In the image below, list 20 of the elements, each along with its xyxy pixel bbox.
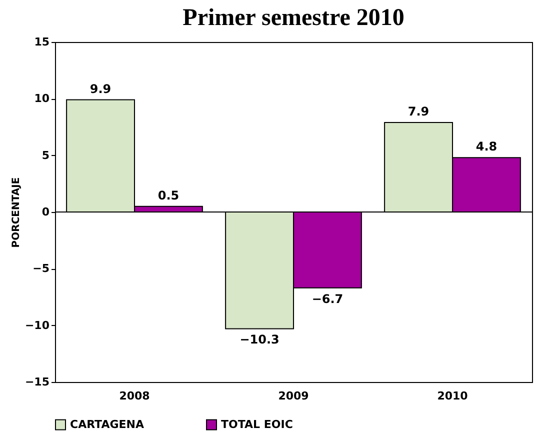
y-tick-label: 0	[42, 206, 50, 218]
data-label: 4.8	[476, 140, 498, 154]
data-label: 7.9	[408, 104, 430, 118]
x-tick-label: 2008	[119, 390, 150, 402]
data-label: 0.5	[158, 188, 180, 202]
y-tick-label: 5	[42, 148, 50, 162]
data-label: −10.3	[240, 332, 280, 347]
x-tick-label: 2010	[437, 390, 468, 402]
legend-label: TOTAL EOIC	[221, 418, 293, 431]
data-label: 9.9	[90, 82, 112, 96]
y-tick-label: 15	[34, 36, 50, 48]
y-tick-label: −5	[32, 262, 50, 276]
y-tick-label: 10	[34, 92, 50, 106]
data-label: −6.7	[312, 292, 344, 306]
y-axis-title: PORCENTAJE	[10, 177, 22, 248]
y-tick-label: −15	[24, 376, 50, 388]
y-tick-label: −10	[24, 318, 50, 332]
chart-title: Primer semestre 2010	[182, 5, 404, 31]
legend-label: CARTAGENA	[70, 418, 144, 431]
x-tick-label: 2009	[278, 390, 309, 402]
